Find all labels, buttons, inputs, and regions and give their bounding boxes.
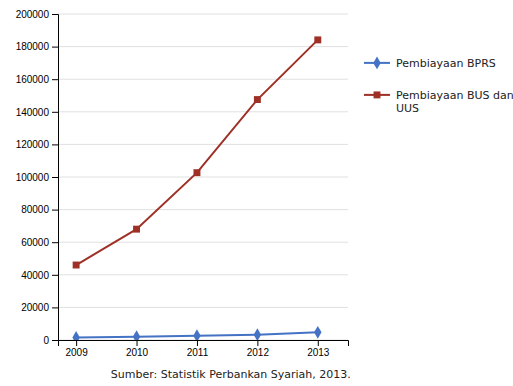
legend-marker bbox=[374, 91, 381, 98]
plot-area: 2009 2010 2011 2012 2013 0 20000 40000 60000 8000… bbox=[16, 9, 349, 358]
marker bbox=[133, 330, 140, 340]
y-axis: 0 20000 40000 60000 80000 100000 120000 140000 1… bbox=[16, 9, 59, 346]
marker bbox=[254, 328, 261, 340]
tick-label: 160000 bbox=[16, 74, 50, 85]
tick: 40000 bbox=[21, 270, 58, 281]
grid-line bbox=[58, 14, 348, 15]
axis-line bbox=[52, 15, 59, 341]
tick: 2013 bbox=[307, 340, 330, 358]
legend-item: Pembiayaan BPRS bbox=[364, 56, 496, 69]
tick-mark bbox=[52, 144, 58, 145]
x-axis: 2009 2010 2011 2012 2013 bbox=[59, 340, 349, 358]
grid-line bbox=[58, 209, 348, 210]
grid-line bbox=[58, 177, 348, 178]
tick-mark bbox=[52, 242, 58, 243]
tick-label: 200000 bbox=[16, 9, 50, 20]
grid-line bbox=[58, 46, 348, 47]
marker bbox=[254, 96, 261, 103]
legend-label: Pembiayaan BUS danUUS bbox=[396, 89, 513, 115]
grid-line bbox=[58, 111, 348, 112]
marker bbox=[314, 36, 321, 43]
marker bbox=[133, 226, 140, 233]
tick-mark bbox=[197, 340, 198, 346]
grid-line bbox=[58, 242, 348, 243]
legend-label-line: Pembiayaan BUS dan bbox=[396, 89, 513, 102]
grid-line bbox=[58, 79, 348, 80]
tick-label: 40000 bbox=[21, 270, 49, 281]
tick-mark bbox=[137, 340, 138, 346]
tick-mark bbox=[52, 79, 58, 80]
series-group bbox=[72, 36, 321, 340]
grid-line bbox=[58, 274, 348, 275]
tick-label: 0 bbox=[43, 335, 49, 346]
tick-mark bbox=[257, 340, 258, 346]
marker bbox=[72, 331, 79, 340]
tick: 80000 bbox=[21, 204, 58, 215]
marker bbox=[73, 262, 80, 269]
grid-line bbox=[58, 144, 348, 145]
tick-label: 60000 bbox=[21, 237, 49, 248]
tick: 2012 bbox=[247, 340, 270, 358]
tick-label: 2009 bbox=[66, 347, 89, 358]
annotation: Sumber: Statistik Perbankan Syariah, 201… bbox=[111, 368, 351, 381]
legend-label-line: UUS bbox=[396, 102, 419, 115]
tick-label: 2011 bbox=[187, 347, 209, 358]
tick-label: 2010 bbox=[126, 347, 149, 358]
tick-mark bbox=[52, 340, 58, 341]
tick-mark bbox=[52, 210, 58, 211]
tick: 180000 bbox=[16, 41, 58, 52]
tick: 200000 bbox=[16, 9, 58, 20]
tick: 140000 bbox=[16, 107, 58, 118]
tick: 20000 bbox=[21, 302, 58, 313]
tick-mark bbox=[52, 112, 58, 113]
tick-mark bbox=[52, 177, 58, 178]
tick-mark bbox=[52, 275, 58, 276]
grid-line bbox=[58, 307, 348, 308]
legend-item: Pembiayaan BUS danUUS bbox=[364, 89, 513, 115]
marker bbox=[314, 326, 321, 339]
tick-mark bbox=[76, 340, 77, 346]
tick-label: 80000 bbox=[21, 204, 49, 215]
chart: 2009 2010 2011 2012 2013 0 20000 40000 60000 8000… bbox=[0, 0, 513, 386]
tick-label: 2012 bbox=[247, 347, 270, 358]
line bbox=[76, 40, 318, 265]
legend: Pembiayaan BPRS Pembiayaan BUS danUUS bbox=[364, 56, 513, 114]
tick: 60000 bbox=[21, 237, 58, 248]
axis-line bbox=[59, 341, 349, 347]
tick: 2011 bbox=[187, 340, 209, 358]
tick-mark bbox=[52, 47, 58, 48]
tick-label: 20000 bbox=[21, 302, 49, 313]
tick-mark bbox=[52, 14, 58, 15]
tick-label: 2013 bbox=[307, 347, 330, 358]
marker bbox=[193, 329, 200, 340]
tick-mark bbox=[318, 340, 319, 346]
grid bbox=[58, 14, 348, 340]
tick: 2009 bbox=[66, 340, 89, 358]
legend-label: Pembiayaan BPRS bbox=[396, 57, 496, 70]
tick: 160000 bbox=[16, 74, 58, 85]
tick: 2010 bbox=[126, 340, 149, 358]
tick-label: 140000 bbox=[16, 107, 50, 118]
tick: 100000 bbox=[16, 172, 58, 183]
marker bbox=[193, 169, 200, 176]
tick: 120000 bbox=[16, 139, 58, 150]
tick-label: 120000 bbox=[16, 139, 50, 150]
legend-marker bbox=[373, 56, 380, 69]
tick-label: 180000 bbox=[16, 41, 50, 52]
tick-mark bbox=[52, 307, 58, 308]
tick-label: 100000 bbox=[16, 172, 50, 183]
legend-label-line: Pembiayaan BPRS bbox=[396, 57, 496, 70]
tick: 0 bbox=[43, 335, 58, 346]
